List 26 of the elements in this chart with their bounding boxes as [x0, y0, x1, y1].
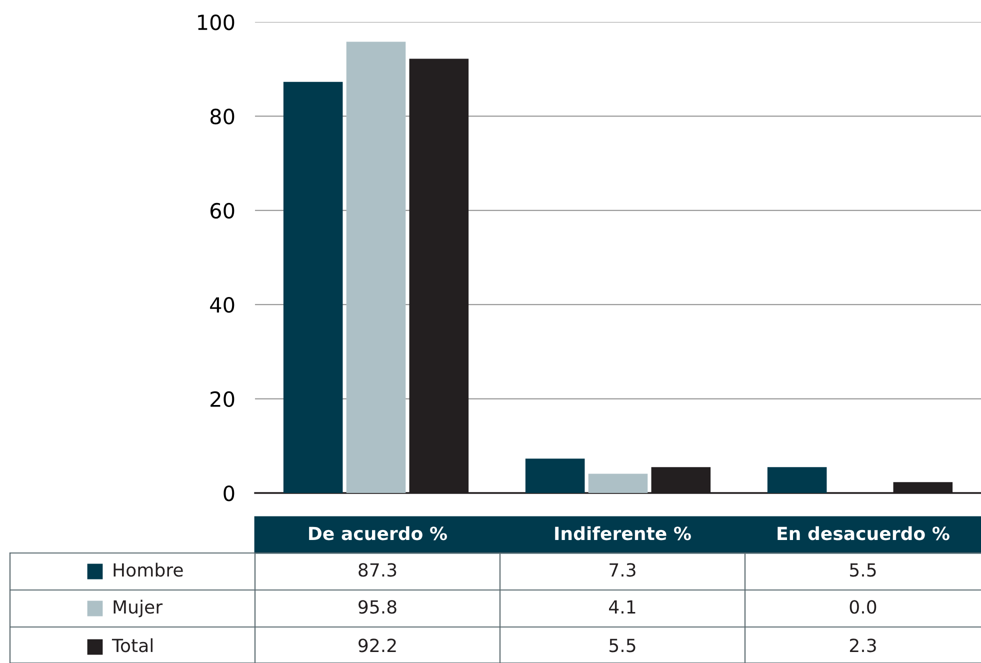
x-tick-label: Indiferente %: [555, 526, 691, 540]
legend-label: Mujer: [114, 600, 163, 618]
y-tick-label: 20: [210, 391, 234, 408]
data-label: 2.3: [850, 638, 876, 652]
y-tick-label: 60: [210, 202, 234, 219]
y-tick-label: 80: [210, 108, 234, 124]
bar: [283, 82, 343, 493]
legend-label: Total: [112, 638, 152, 652]
data-label: 92.2: [358, 638, 396, 652]
x-tick-label: De acuerdo %: [309, 526, 447, 540]
y-tick-label: 100: [198, 14, 234, 30]
bar: [525, 458, 585, 493]
data-label: 4.1: [609, 600, 636, 614]
data-label: 0.0: [850, 600, 876, 614]
bar: [767, 467, 827, 493]
data-label: 95.8: [358, 600, 396, 614]
y-tick-label: 40: [210, 297, 234, 313]
data-label: 5.5: [610, 638, 636, 652]
data-label: 87.3: [358, 563, 396, 577]
y-tick-label: 0: [224, 485, 234, 502]
data-label: 7.3: [610, 563, 636, 577]
legend-label: Hombre: [114, 562, 183, 577]
data-label: 5.5: [850, 563, 876, 577]
bar: [346, 42, 406, 493]
x-tick-label: En desacuerdo %: [778, 526, 950, 540]
bar: [588, 474, 648, 493]
